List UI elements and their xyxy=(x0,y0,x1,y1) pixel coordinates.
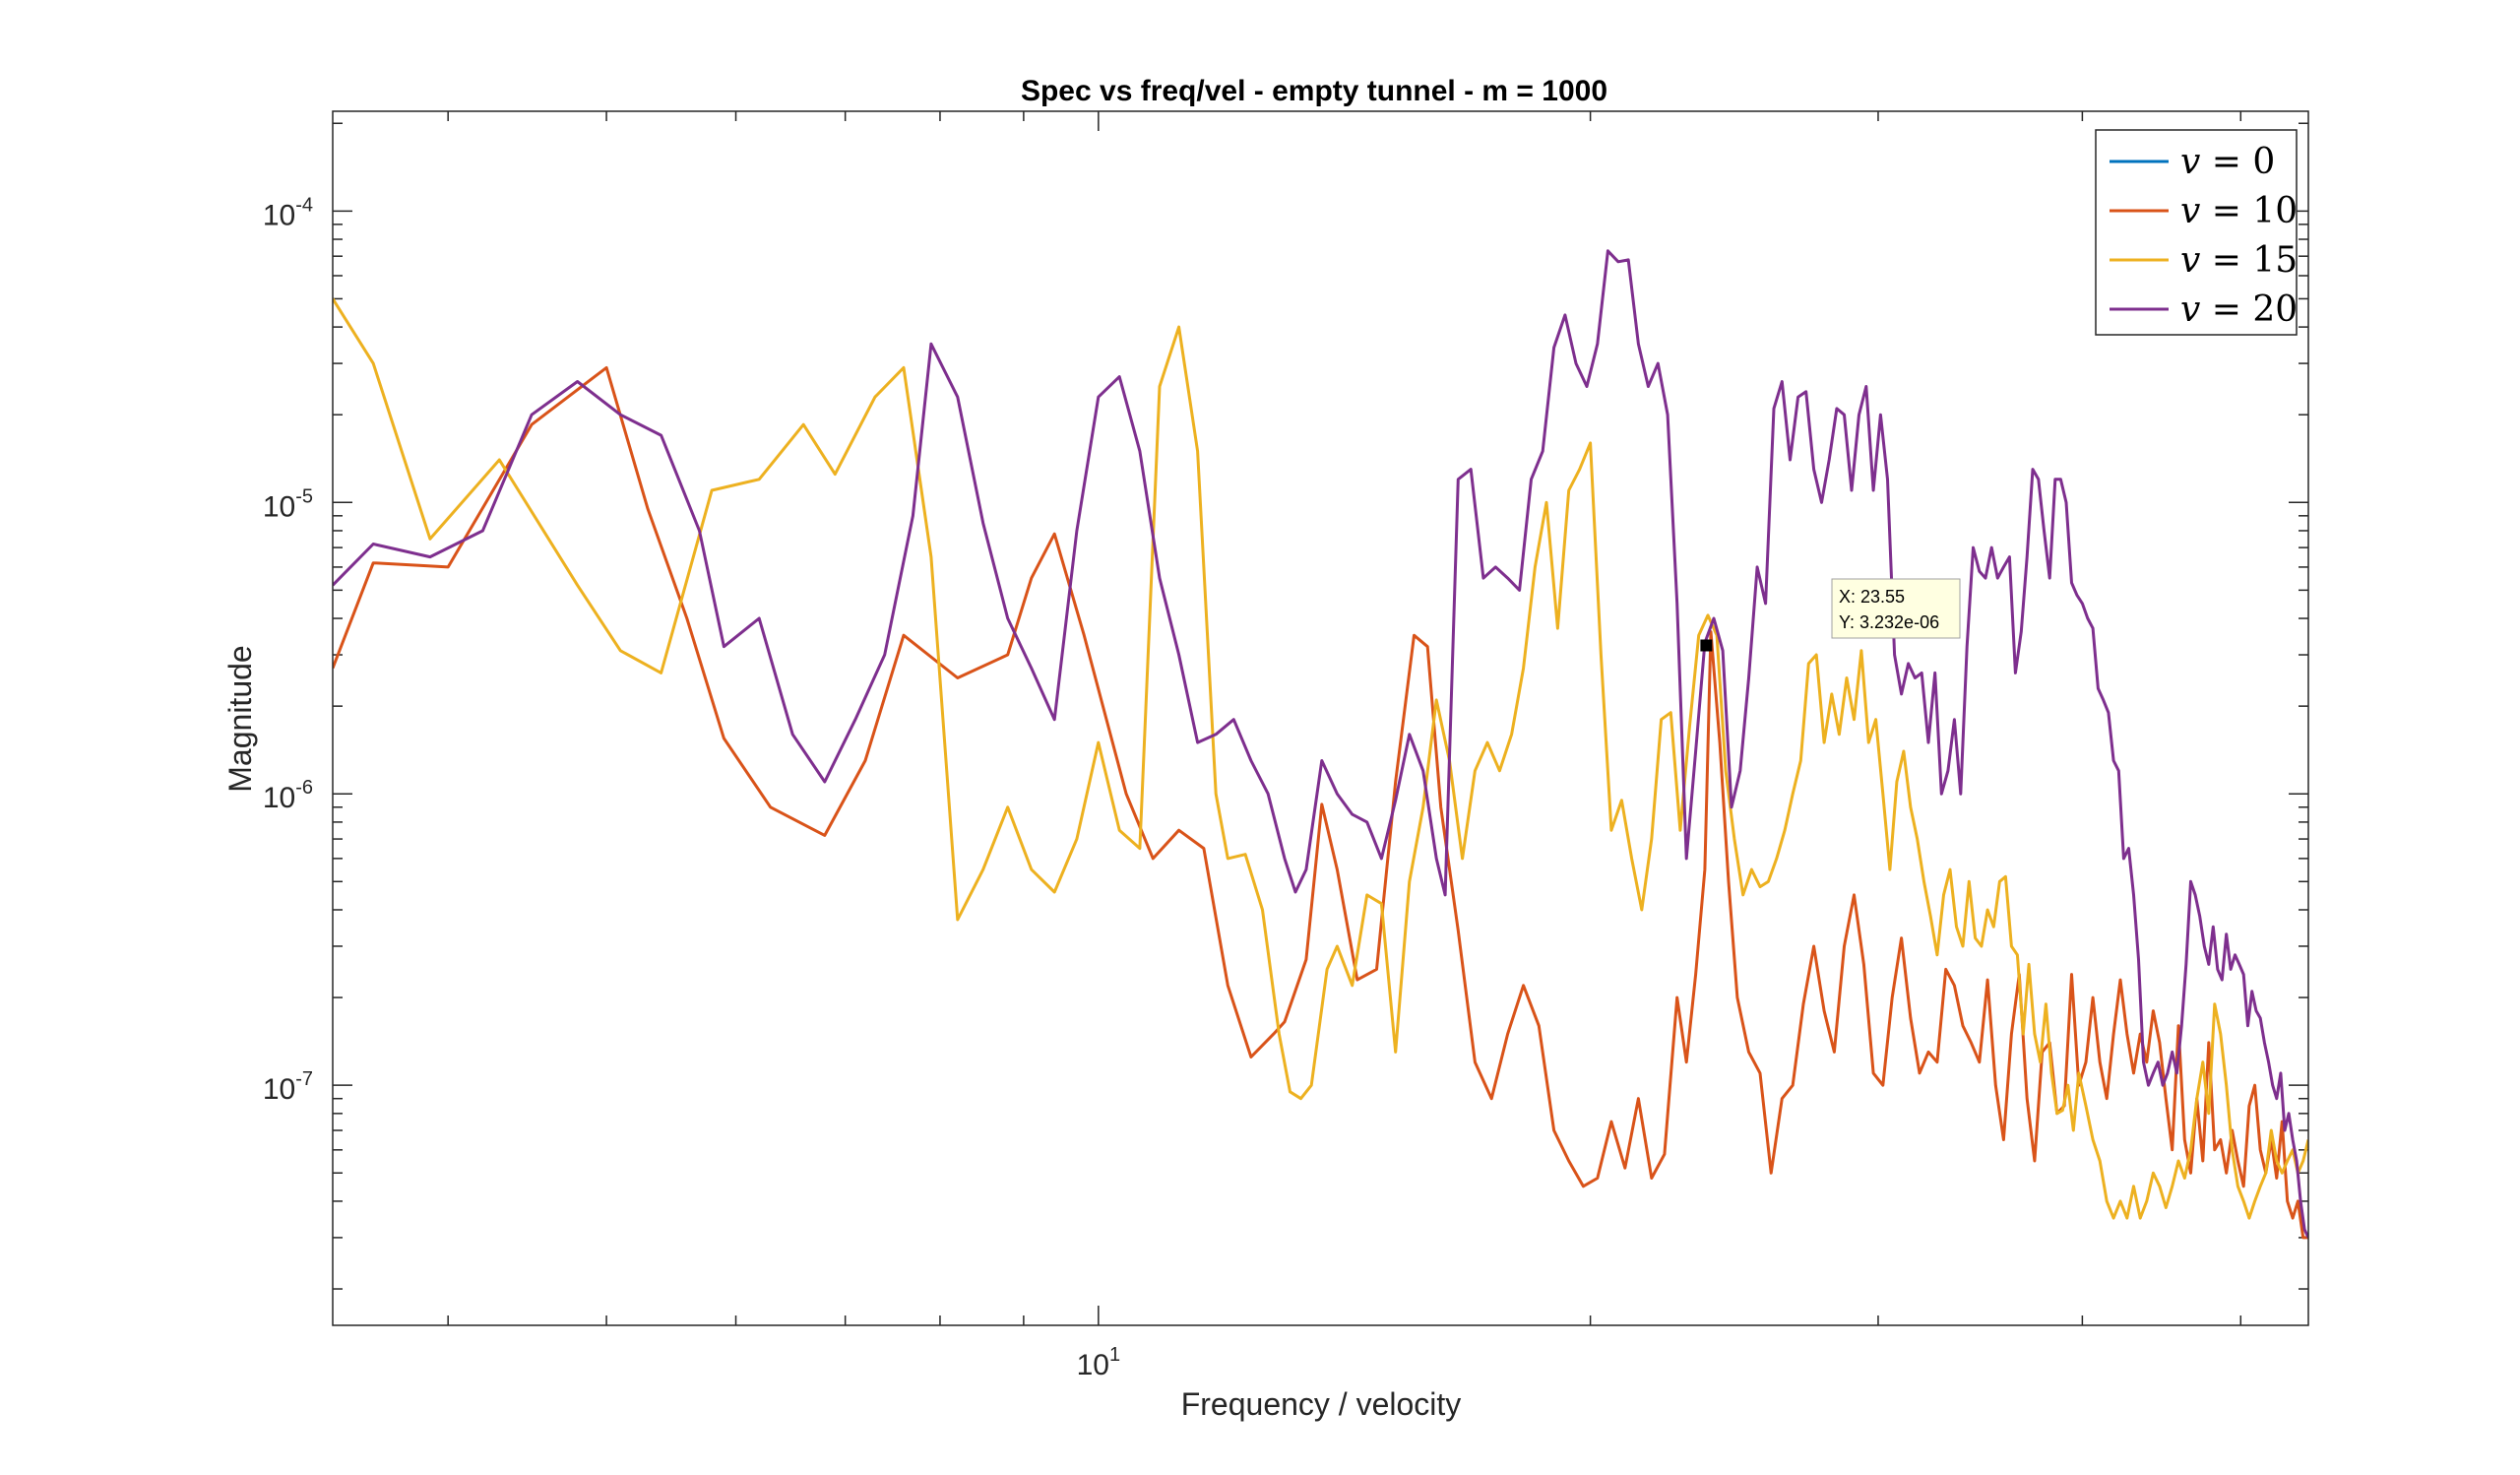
series-line-20 xyxy=(333,249,2308,1239)
y-tick-label: 10-4 xyxy=(263,194,313,231)
y-axis-label: Magnitude xyxy=(222,645,258,792)
series-lines xyxy=(333,249,2308,1240)
y-tick-label: 10-5 xyxy=(263,485,313,523)
x-axis-label: Frequency / velocity xyxy=(1181,1386,1462,1422)
legend-item-15[interactable]: v = 15 xyxy=(2110,240,2298,281)
tick-labels: 101 10-4 10-5 10-6 10-7 xyxy=(263,194,1120,1381)
series-line-10 xyxy=(333,365,2308,1240)
legend-item-0[interactable]: v = 0 xyxy=(2110,142,2275,182)
chart-title: Spec vs freq/vel - empty tunnel - m = 10… xyxy=(1021,75,1607,107)
legend-item-10[interactable]: v = 10 xyxy=(2110,191,2298,231)
series-line-15 xyxy=(333,297,2308,1220)
legend-box xyxy=(2095,129,2298,336)
datatip[interactable]: X: 23.55 Y: 3.232e-06 xyxy=(1700,578,1961,652)
legend-label: v = 10 xyxy=(2180,191,2298,231)
datatip-y-label: Y: 3.232e-06 xyxy=(1839,612,1939,632)
legend-label: v = 0 xyxy=(2180,142,2275,182)
y-tick-label: 10-6 xyxy=(263,777,313,814)
datatip-box xyxy=(1831,578,1961,639)
y-tick-label: 10-7 xyxy=(263,1068,313,1106)
x-tick-label: 101 xyxy=(1077,1344,1121,1381)
legend-item-20[interactable]: v = 20 xyxy=(2110,289,2298,330)
axes-box xyxy=(332,110,2309,1326)
legend[interactable]: v = 0 v = 10 v = 15 v = 20 xyxy=(2095,129,2298,336)
datatip-x-label: X: 23.55 xyxy=(1839,587,1905,607)
axis-ticks xyxy=(333,111,2308,1325)
plot-area xyxy=(332,110,2309,1326)
axes-background xyxy=(333,111,2308,1325)
legend-label: v = 15 xyxy=(2180,240,2298,281)
datatip-marker[interactable] xyxy=(1700,639,1713,652)
legend-label: v = 20 xyxy=(2180,289,2298,330)
